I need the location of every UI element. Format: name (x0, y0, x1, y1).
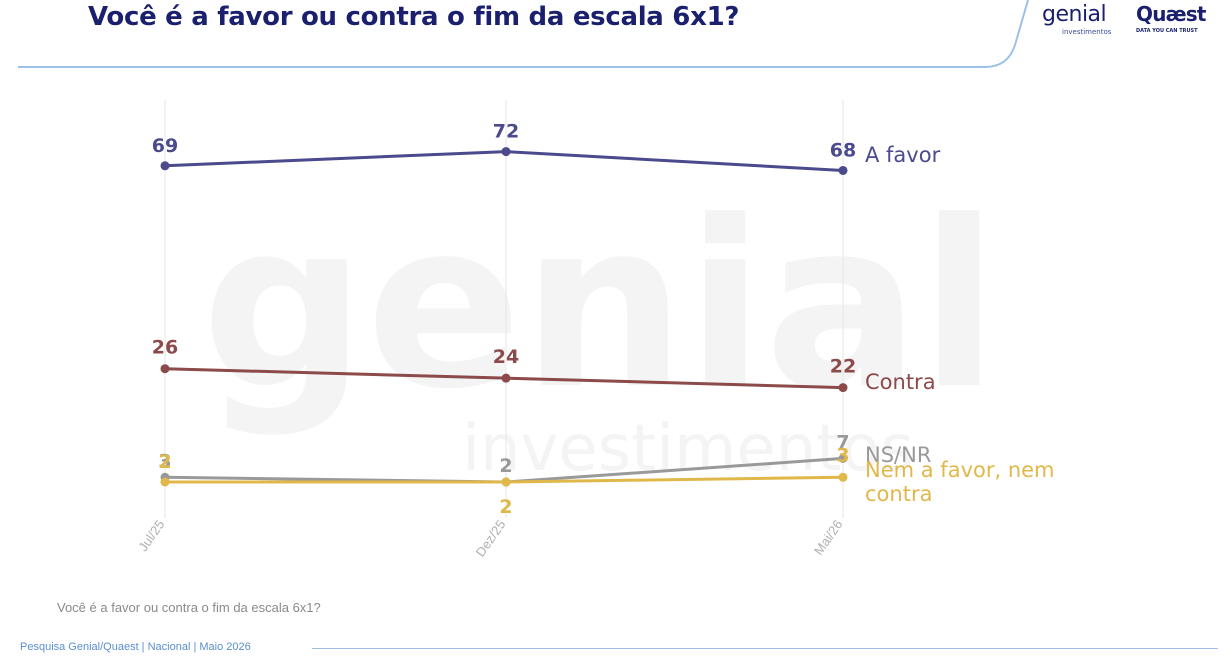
data-point (838, 165, 848, 175)
genial-logo-subtitle: investimentos (1062, 28, 1112, 36)
page-title: Você é a favor ou contra o fim da escala… (88, 2, 740, 32)
footer-source: Pesquisa Genial/Quaest | Nacional | Maio… (20, 641, 251, 653)
quaest-logo-tagline: DATA YOU CAN TRUST (1136, 28, 1198, 34)
series-1: 26 24 22 Contra (152, 337, 936, 394)
data-label: 3 (158, 450, 171, 472)
footer-divider (312, 648, 1218, 649)
data-label: 2 (499, 496, 512, 518)
x-axis-ticks: Jul/25 Dez/25 Mai/26 (135, 517, 845, 559)
x-tick-label: Mai/26 (811, 517, 846, 558)
watermark-investimentos: investimentos (462, 412, 914, 486)
series-name-label: Contra (865, 370, 936, 394)
series-name-label: A favor (865, 143, 941, 167)
series-name-label: Nem a favor, nem (865, 458, 1055, 482)
header-divider (18, 0, 1029, 68)
x-tick-label: Jul/25 (135, 517, 167, 554)
data-point (501, 477, 511, 487)
data-label: 72 (493, 121, 519, 143)
data-label: 2 (158, 451, 171, 473)
genial-logo: genial (1042, 2, 1107, 27)
data-point (160, 161, 170, 171)
data-point (838, 383, 848, 393)
data-point (838, 472, 848, 482)
data-point (838, 453, 848, 463)
data-label: 3 (836, 444, 849, 466)
quaest-logo: Quæst (1136, 2, 1206, 26)
data-point (160, 477, 170, 487)
data-label: 7 (836, 431, 849, 453)
survey-question: Você é a favor ou contra o fim da escala… (57, 600, 321, 615)
data-label: 69 (152, 135, 178, 157)
data-point (160, 364, 170, 374)
watermark: genial investimentos (201, 173, 998, 486)
watermark-genial: genial (201, 173, 998, 440)
data-label: 24 (493, 346, 519, 368)
data-label: 68 (830, 139, 856, 161)
data-point (501, 373, 511, 383)
series-0: 69 72 68 A favor (152, 121, 941, 175)
data-point (501, 147, 511, 157)
data-label: 2 (499, 455, 512, 477)
series-name-label: NS/NR (865, 443, 931, 467)
series-name-label: contra (865, 482, 932, 506)
data-label: 26 (152, 337, 178, 359)
data-label: 22 (830, 356, 856, 378)
x-tick-label: Dez/25 (473, 517, 509, 559)
